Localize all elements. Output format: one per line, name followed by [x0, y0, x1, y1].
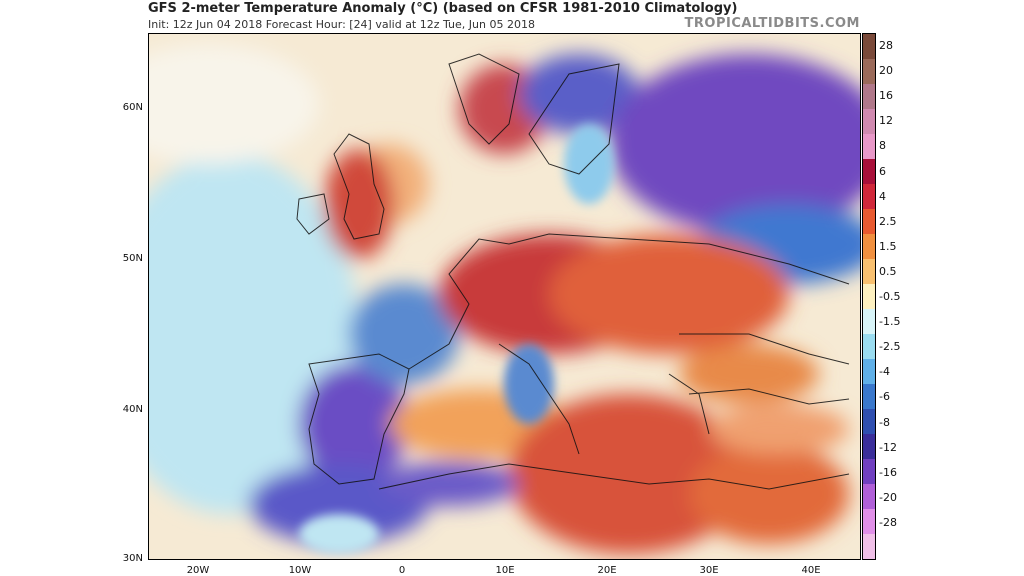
lon-label-10w: 10W	[288, 565, 312, 576]
forecast-info: Init: 12z Jun 04 2018 Forecast Hour: [24…	[148, 18, 535, 31]
colorbar-label: 28	[879, 39, 893, 53]
colorbar-segment	[863, 59, 875, 84]
colorbar-segment	[863, 184, 875, 209]
lat-label-50n: 50N	[122, 253, 143, 264]
colorbar-label: 1.5	[879, 239, 897, 253]
colorbar-segment	[863, 359, 875, 384]
colorbar-segment	[863, 159, 875, 184]
colorbar-scale	[862, 33, 876, 560]
lon-label-20w: 20W	[186, 565, 210, 576]
colorbar-label: -0.5	[879, 290, 901, 304]
colorbar-segment	[863, 434, 875, 459]
colorbar-segment	[863, 234, 875, 259]
colorbar-segment	[863, 384, 875, 409]
colorbar-segment	[863, 334, 875, 359]
colorbar-segment	[863, 84, 875, 109]
colorbar-label: -12	[879, 440, 897, 454]
colorbar-label: 16	[879, 89, 893, 103]
colorbar-segment	[863, 459, 875, 484]
colorbar-label: 12	[879, 114, 893, 128]
lon-label-20e: 20E	[597, 565, 617, 576]
colorbar-label: 8	[879, 139, 886, 153]
lat-label-30n: 30N	[122, 553, 143, 564]
lat-label-40n: 40N	[122, 404, 143, 415]
colorbar-label: -16	[879, 465, 897, 479]
colorbar-label: -4	[879, 365, 890, 379]
colorbar-label: -8	[879, 415, 890, 429]
source-credit: TROPICALTIDBITS.COM	[684, 16, 860, 31]
colorbar-segment	[863, 284, 875, 309]
colorbar-label: -28	[879, 515, 897, 529]
lon-label-30e: 30E	[699, 565, 719, 576]
colorbar-label: -2.5	[879, 340, 901, 354]
colorbar-label: 0.5	[879, 264, 897, 278]
colorbar-segment	[863, 209, 875, 234]
colorbar-segment	[863, 509, 875, 534]
lat-label-60n: 60N	[122, 102, 143, 113]
colorbar-label: -6	[879, 390, 890, 404]
colorbar-segment	[863, 134, 875, 159]
colorbar-label: 2.5	[879, 214, 897, 228]
lon-label-40e: 40E	[801, 565, 821, 576]
colorbar-segment	[863, 409, 875, 434]
colorbar-label: 20	[879, 64, 893, 78]
colorbar-labels: 28 20 16 12 8 6 4 2.5 1.5 0.5 -0.5 -1.5 -2.5 -4 -6 -8 -1…	[879, 33, 909, 560]
colorbar-label: -20	[879, 490, 897, 504]
lon-label-0: 0	[398, 565, 406, 576]
colorbar-segment	[863, 534, 875, 559]
colorbar-segment	[863, 34, 875, 59]
colorbar-segment	[863, 109, 875, 134]
colorbar-label: -1.5	[879, 315, 901, 329]
colorbar-segment	[863, 309, 875, 334]
colorbar-segment	[863, 259, 875, 284]
colorbar-label: 4	[879, 189, 886, 203]
lon-label-10e: 10E	[495, 565, 515, 576]
temperature-anomaly-map	[148, 33, 861, 560]
colorbar-label: 6	[879, 164, 886, 178]
map-title: GFS 2-meter Temperature Anomaly (°C) (ba…	[148, 1, 738, 16]
colorbar-segment	[863, 484, 875, 509]
